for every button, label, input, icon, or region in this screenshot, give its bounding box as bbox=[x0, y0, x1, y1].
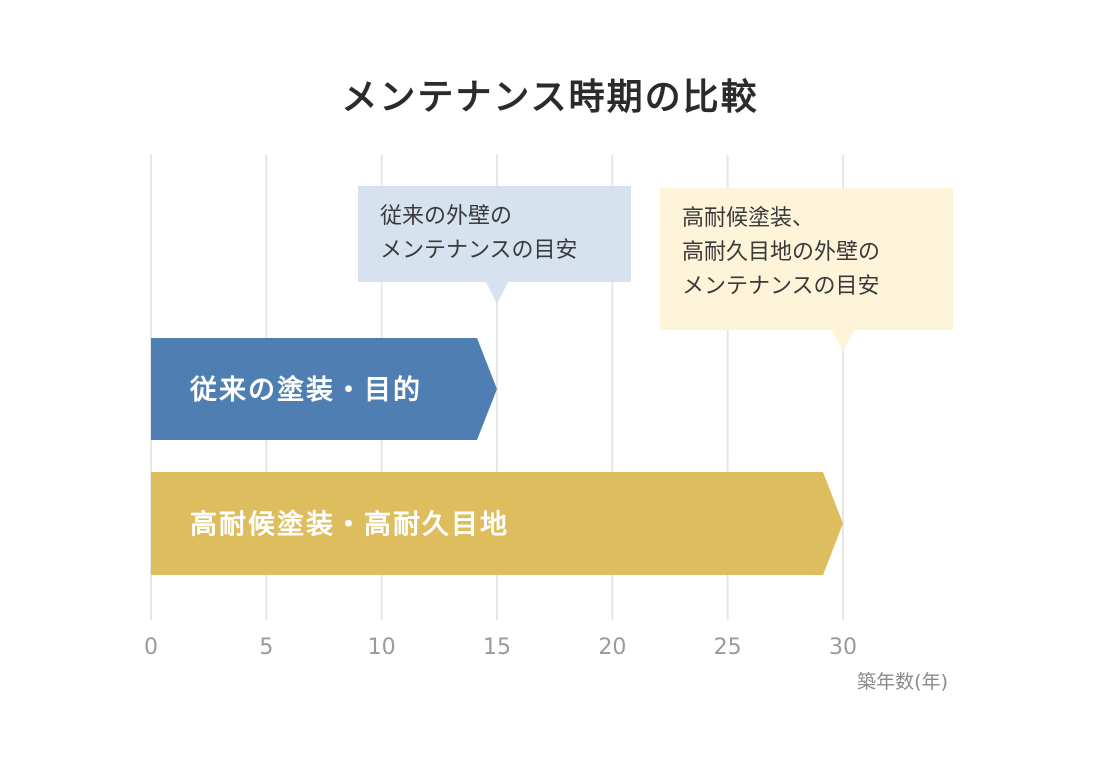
x-tick-label: 10 bbox=[368, 635, 396, 660]
x-tick-label: 20 bbox=[598, 635, 626, 660]
x-tick-label: 25 bbox=[714, 635, 742, 660]
x-tick-label: 5 bbox=[259, 635, 273, 660]
annotation-callout bbox=[358, 186, 631, 304]
annotation-text: 高耐候塗装、 bbox=[682, 206, 814, 231]
annotation-text: 高耐久目地の外壁の bbox=[682, 240, 880, 265]
x-axis-label: 築年数(年) bbox=[857, 671, 948, 693]
x-tick-label: 0 bbox=[144, 635, 158, 660]
annotation-callout bbox=[660, 188, 953, 352]
bar-label: 高耐候塗装・高耐久目地 bbox=[190, 509, 509, 541]
annotation-text: 従来の外壁の bbox=[380, 204, 512, 229]
x-tick-label: 30 bbox=[829, 635, 857, 660]
bar bbox=[151, 472, 843, 575]
x-tick-label: 15 bbox=[483, 635, 511, 660]
bar bbox=[151, 338, 497, 440]
annotation-text: メンテナンスの目安 bbox=[380, 238, 578, 263]
bar-label: 従来の塗装・目的 bbox=[189, 374, 422, 406]
chart-title: メンテナンス時期の比較 bbox=[341, 77, 759, 118]
annotation-text: メンテナンスの目安 bbox=[682, 274, 880, 299]
